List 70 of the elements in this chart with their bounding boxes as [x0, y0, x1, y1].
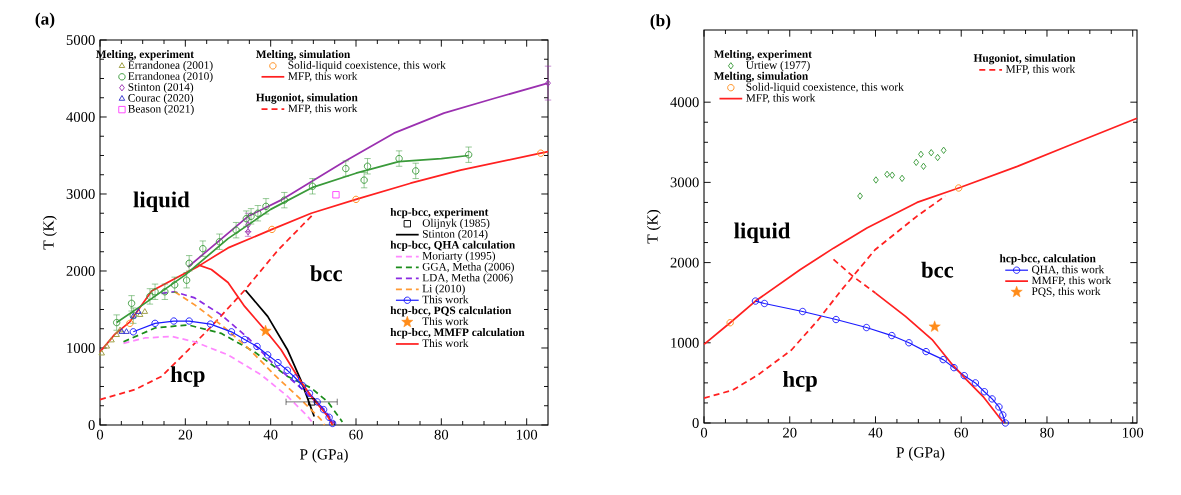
y-tick-label: 5000: [66, 35, 95, 45]
y-axis-title: T (K): [646, 209, 661, 244]
legend-label: MFP, this work: [1005, 64, 1076, 75]
annotation: Melting, simulation: [256, 50, 351, 61]
annotation: Melting, experiment: [713, 49, 812, 61]
annotation: hcp: [170, 366, 205, 387]
legend-label: Errandonea (2001): [128, 60, 213, 72]
annotation: hcp-bcc, PQS calculation: [390, 306, 512, 317]
x-tick-label: 0: [96, 429, 104, 440]
y-tick-label: 2000: [66, 266, 95, 276]
chart-title: (b): [650, 14, 671, 30]
legend-label: Li (2010): [422, 284, 465, 295]
x-tick-label: 80: [434, 429, 449, 440]
legend-label: MFP, this work: [288, 104, 358, 114]
x-tick-label: 60: [954, 427, 969, 438]
y-tick-label: 2000: [670, 257, 699, 268]
legend-label: Errandonea (2010): [128, 71, 213, 83]
y-tick-label: 0: [88, 420, 95, 430]
legend-label: Stinton (2014): [128, 82, 194, 94]
legend-label: Courac (2020): [128, 93, 194, 105]
legend-label: MFP, this work: [288, 71, 358, 82]
legend-label: GGA, Metha (2006): [422, 262, 514, 273]
legend-label: Beason (2021): [128, 104, 194, 115]
legend-label: LDA, Metha (2006): [422, 273, 513, 284]
annotation: bcc: [310, 265, 343, 282]
annotation: hcp-bcc, MMFP calculation: [390, 328, 525, 339]
annotation: bcc: [921, 261, 954, 278]
x-axis-title: P (GPa): [299, 448, 348, 463]
annotation: Hugoniot, simulation: [256, 93, 358, 104]
x-tick-label: 40: [868, 427, 883, 438]
x-tick-label: 0: [700, 427, 708, 438]
y-tick-label: 3000: [66, 189, 95, 199]
annotation: hcp: [783, 371, 817, 392]
annotation: hcp-bcc, calculation: [999, 254, 1096, 265]
x-tick-label: 20: [783, 427, 797, 438]
annotation: Hugoniot, simulation: [973, 53, 1076, 65]
y-tick-label: 4000: [66, 112, 95, 122]
annotation: liquid: [734, 222, 791, 244]
legend-label: PQS, this work: [1031, 287, 1101, 297]
x-tick-label: 100: [1123, 427, 1144, 438]
x-tick-label: 40: [263, 429, 278, 440]
legend-label: This work: [422, 295, 469, 304]
legend-label: This work: [422, 339, 469, 348]
legend-label: QHA, this work: [1032, 265, 1105, 275]
legend-label: Solid-liquid coexistence, this work: [288, 60, 446, 72]
chart-title: (a): [35, 12, 55, 29]
annotation: Melting, simulation: [713, 71, 809, 83]
annotation: hcp-bcc, QHA calculation: [390, 240, 516, 251]
y-axis-title: T (K): [42, 215, 57, 250]
legend-label: This work: [422, 317, 469, 326]
legend-label: Moriarty (1995): [422, 251, 496, 262]
y-tick-label: 1000: [671, 337, 699, 348]
legend-label: Olijnyk (1985): [422, 218, 490, 230]
legend-label: MMFP, this work: [1031, 276, 1112, 286]
y-tick-label: 1000: [67, 343, 95, 353]
y-tick-label: 4000: [670, 97, 699, 108]
y-tick-label: 0: [692, 418, 699, 428]
x-axis-title: P (GPa): [896, 446, 945, 461]
annotation: hcp-bcc, experiment: [390, 207, 489, 219]
y-tick-label: 3000: [670, 177, 699, 188]
legend-label: Stinton (2014): [422, 229, 488, 241]
annotation: liquid: [133, 191, 190, 212]
x-tick-label: 60: [349, 429, 363, 440]
x-tick-label: 100: [516, 429, 538, 440]
annotation: Melting, experiment: [96, 50, 194, 61]
legend-label: Urtiew (1977): [745, 60, 810, 72]
legend-label: MFP, this work: [746, 93, 816, 104]
x-tick-label: 20: [178, 429, 193, 440]
legend-label: Solid-liquid coexistence, this work: [746, 82, 904, 94]
x-tick-label: 80: [1040, 427, 1054, 438]
